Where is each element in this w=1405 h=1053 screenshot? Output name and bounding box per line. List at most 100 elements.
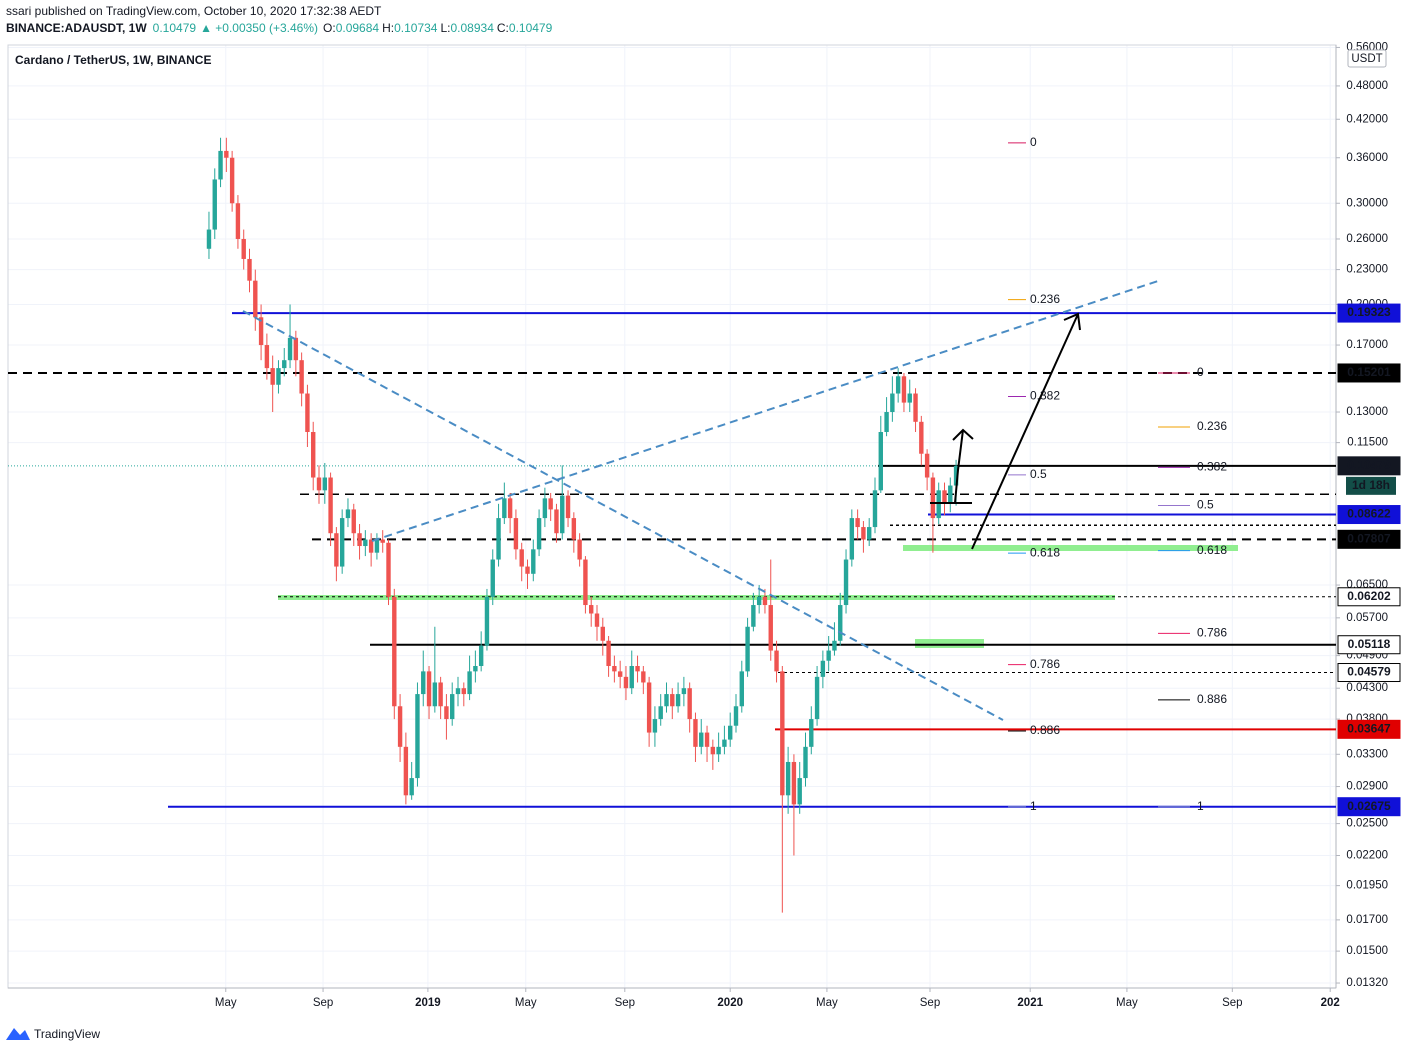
candle-body [687,688,692,720]
candle-body [560,495,565,534]
candle-body [641,671,646,683]
projection-arrow [971,313,1079,550]
fib-label: 0.618 [1030,545,1060,559]
candle-body [276,368,281,385]
candle-body [890,393,895,413]
candle-body [843,559,849,606]
y-tick-label: 0.23000 [1346,264,1388,276]
fib-label: 0.236 [1197,419,1227,433]
y-tick-label: 0.04300 [1346,682,1388,694]
y-tick-label: 0.30000 [1346,197,1388,209]
candle-body [675,694,681,707]
support-zone [903,545,1238,551]
candle-body [895,376,901,394]
candle-body [681,688,687,695]
candle-body [345,509,351,519]
levels [8,312,1336,808]
candle-body [357,533,362,547]
candle-body [838,605,843,641]
fib-label: 0.786 [1030,657,1060,671]
trend-line [242,310,1004,721]
candle-body [751,605,756,627]
close-value: 0.10479 [509,21,553,35]
candle-body [334,533,339,567]
x-tick-label: 2021 [1017,997,1043,1009]
price-tag [1337,303,1401,323]
candle-body [797,778,802,805]
y-tick-label: 0.02900 [1346,781,1388,793]
candle-body [623,676,629,689]
price-tag [1337,529,1401,549]
high-value: 0.10734 [394,21,438,35]
price-tag-label: 0.15201 [1347,365,1391,379]
candle-body [299,360,304,394]
candle-body [901,376,907,403]
candle-body [814,676,820,720]
chart-title: Cardano / TetherUS, 1W, BINANCE [15,53,211,67]
candle-body [739,671,744,707]
candle-body [218,150,223,180]
candle-body [380,539,385,543]
candle-body [710,746,716,755]
candle-body [351,509,356,534]
x-tick-label: May [515,997,537,1009]
low-key: L: [440,21,450,35]
fib-label: 0.5 [1197,498,1214,512]
price-tag-label: 0.10479 [1347,458,1391,472]
candle-body [293,337,299,361]
candle-body [699,732,704,747]
candle-body [264,345,270,369]
y-tick-label: 0.48000 [1346,80,1388,92]
candle-body [612,666,617,672]
fib-label: 0.236 [1030,292,1060,306]
candle-body [924,453,930,478]
candle-body [409,778,414,796]
y-tick-label: 0.42000 [1346,113,1388,125]
candle-body [368,539,374,553]
candle-body [322,477,327,491]
candle-body [467,671,472,695]
candle-body [652,719,658,733]
x-tick-label: Sep [1222,997,1242,1009]
logo-mark [6,1028,30,1040]
close-key: C: [497,21,509,35]
x-tick-label: Sep [313,997,333,1009]
candle-body [507,498,513,519]
fib-label: 0.618 [1197,543,1227,557]
candle-body [948,485,953,504]
candle-body [803,746,808,779]
fib-label: 0.886 [1197,692,1227,706]
fib-label: 0.5 [1030,467,1047,481]
candle-body [664,694,669,707]
candle-body [629,666,634,689]
fib-label: 1 [1030,799,1037,813]
candle-body [374,539,380,553]
candle-body [670,694,675,707]
candle-body [855,518,860,528]
candle-body [716,746,721,755]
candle-body [635,666,640,672]
candle-body [421,671,426,695]
candle-body [247,258,252,281]
candle-body [867,527,872,540]
candle-body [785,761,791,796]
y-tick-label: 0.01950 [1346,880,1388,892]
candle-body [704,732,710,747]
candle-body [745,626,750,672]
candle-body [756,596,762,606]
candle-body [589,605,594,614]
candle-body [519,549,524,567]
candle-body [426,671,432,707]
candle-body [241,238,246,259]
candle-body [339,518,345,567]
trend-line [371,280,1159,542]
candle-body [583,559,588,606]
candle-body [791,761,797,805]
price-tag [1337,505,1401,525]
candle-body [513,518,519,550]
price-tag-label: 0.07807 [1347,531,1391,545]
candle-body [878,432,883,491]
fib-label: 0 [1197,365,1204,379]
candle-body [617,671,623,677]
